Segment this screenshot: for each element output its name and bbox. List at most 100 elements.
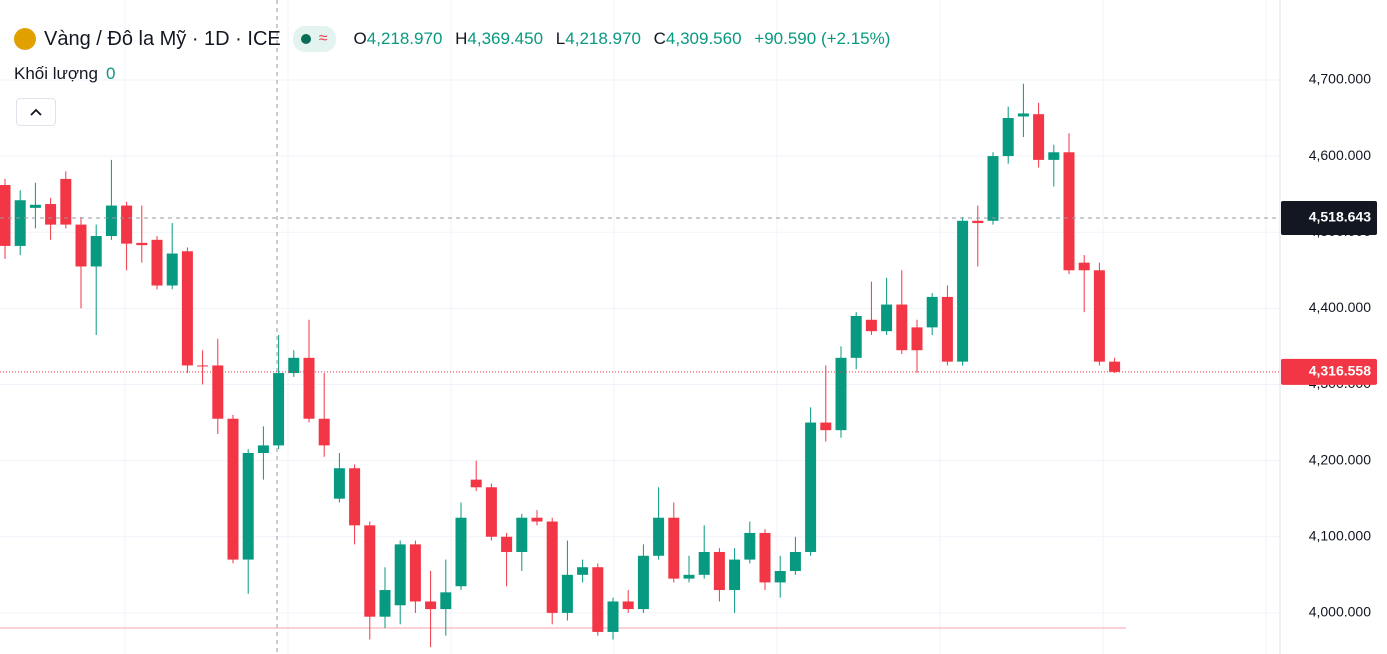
candle-body [105, 205, 117, 237]
candle-body [789, 551, 801, 572]
candle-body [531, 517, 543, 522]
candle-body [759, 532, 771, 583]
candle-body [1109, 361, 1121, 372]
candle-body [364, 525, 376, 617]
candle-body [516, 517, 528, 552]
candle-body [121, 205, 133, 244]
candle-body [865, 319, 877, 332]
candle-body [1033, 114, 1045, 160]
y-tick-label: 4,400.000 [1309, 299, 1371, 315]
candle-body [242, 453, 254, 560]
status-dot [300, 34, 311, 44]
chevron [30, 108, 42, 116]
candle-body [212, 365, 224, 419]
volume-label: Khối lượng [14, 64, 98, 83]
status-pill[interactable]: ≈ [292, 26, 336, 52]
y-tick-label: 4,700.000 [1309, 71, 1371, 87]
candle-body [577, 567, 589, 575]
candle-body [136, 242, 148, 246]
candle-body [151, 239, 163, 286]
candle-body [774, 571, 786, 583]
crosshair-price-box [1281, 201, 1377, 236]
candle-body [820, 422, 832, 431]
legend: Vàng / Đô la Mỹ · 1D · ICE ≈ O4,218.970 … [14, 26, 890, 52]
candle-body [0, 185, 11, 246]
candle-body [75, 224, 87, 267]
last-price-box [1281, 358, 1377, 385]
y-tick-label: 4,200.000 [1309, 451, 1371, 467]
candle-body [592, 567, 604, 632]
ohlc: O4,218.970 H4,369.450 L4,218.970 C4,309.… [346, 29, 891, 49]
candle-body [440, 592, 452, 610]
candle-body [379, 590, 391, 617]
symbol: Vàng / Đô la Mỹ · 1D · ICE [44, 27, 281, 50]
candle-body [698, 551, 710, 575]
candle-body [394, 544, 406, 606]
candle-body [273, 373, 285, 446]
candle-body [60, 178, 72, 225]
candle-body [501, 536, 513, 552]
change: +90.590 (+2.15%) [754, 29, 891, 48]
candle-body [1002, 118, 1014, 157]
last-price-label: 4,316.558 [1309, 363, 1371, 379]
candle-body [257, 445, 269, 454]
high-label: H [455, 29, 468, 48]
candle-body [957, 220, 969, 362]
candle-body [303, 357, 315, 419]
candle-body [197, 365, 209, 367]
volume-value: 0 [105, 64, 116, 83]
high: 4,369.450 [467, 29, 544, 48]
low: 4,218.970 [565, 29, 641, 48]
candle-body [637, 555, 649, 610]
candle-body [1093, 270, 1105, 362]
candle-body [166, 253, 178, 286]
low-label: L [555, 29, 566, 48]
candle-body [90, 236, 102, 267]
candle-body [561, 574, 573, 613]
candle-body [805, 422, 817, 552]
candle-body [288, 357, 300, 374]
close: 4,309.560 [665, 29, 742, 48]
candle-body [987, 156, 999, 221]
symbol-icon [14, 28, 36, 50]
y-tick-label: 4,000.000 [1309, 604, 1371, 620]
candle-body [972, 220, 984, 224]
candle-body [14, 200, 26, 246]
candle-body [729, 559, 741, 591]
candle-body [546, 521, 558, 613]
candle-body [683, 574, 695, 579]
candle-body [896, 304, 908, 351]
candle-body [455, 517, 467, 587]
status-icon: ≈ [318, 30, 328, 47]
candle-body [835, 357, 847, 431]
candle-body [29, 204, 41, 208]
close-label: C [653, 29, 666, 48]
y-tick-label: 4,100.000 [1309, 527, 1371, 543]
volume-legend: Khối lượng 0 [14, 64, 115, 84]
candle-body [622, 601, 634, 610]
candle-body [911, 327, 923, 351]
candle-body [333, 468, 345, 499]
candle-body [470, 479, 482, 488]
candle-body [425, 601, 437, 610]
candle-body [45, 204, 57, 225]
candle-body [653, 517, 665, 556]
collapse-button[interactable] [16, 98, 56, 126]
candle-body [349, 468, 361, 526]
y-tick-label: 4,600.000 [1309, 147, 1371, 163]
candle-body [1063, 152, 1075, 271]
candle-body [1048, 152, 1060, 160]
candle-body [181, 251, 193, 366]
candle-body [744, 532, 756, 560]
open-label: O [353, 29, 367, 48]
open: 4,218.970 [366, 29, 443, 48]
candle-body [881, 304, 893, 332]
candle-body [941, 296, 953, 362]
candle-body [227, 418, 239, 560]
candle-body [409, 544, 421, 602]
candle-body [1017, 113, 1029, 117]
candle-body [318, 418, 330, 446]
candle-body [668, 517, 680, 579]
